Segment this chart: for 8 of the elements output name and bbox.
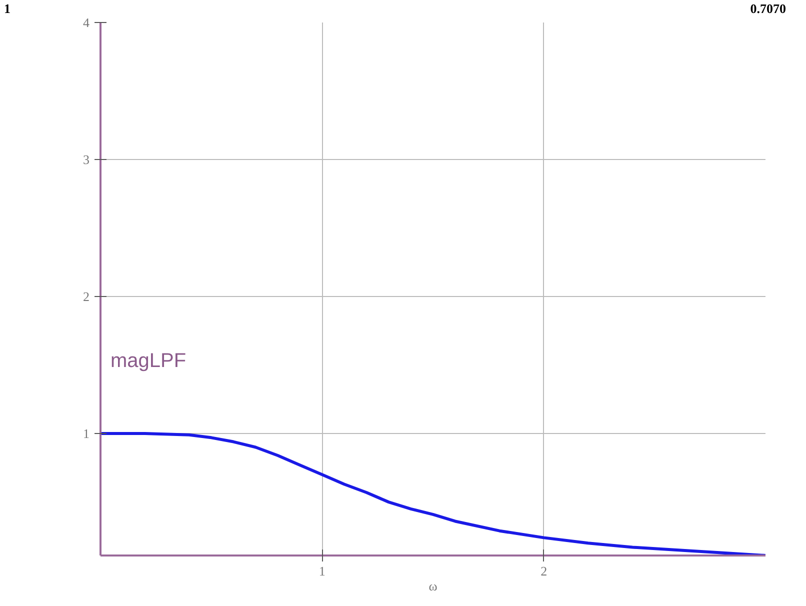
y-axis-title: magLPF	[110, 350, 186, 372]
y-tick-label: 2	[83, 289, 90, 304]
annotation: 1	[4, 0, 10, 18]
y-tick-label: 3	[83, 152, 90, 168]
y-tick-label: 1	[83, 426, 90, 442]
x-axis-title: ω	[428, 578, 438, 594]
y-tick-label: 4	[83, 15, 90, 30]
annotation: 0.7070	[750, 0, 786, 18]
